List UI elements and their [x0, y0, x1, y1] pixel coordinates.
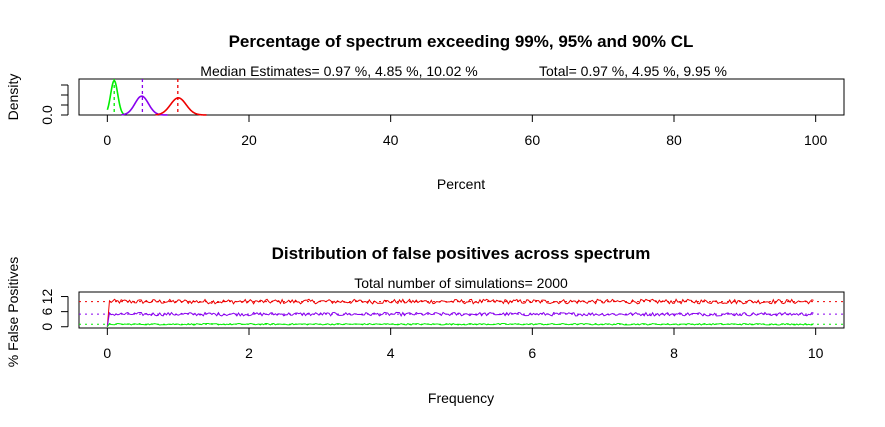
chart1-xtick-label: 20 [241, 132, 257, 148]
chart1-xtick-label: 80 [666, 132, 682, 148]
chart1-xlabel: Percent [437, 176, 485, 192]
chart1-xtick-label: 60 [525, 132, 541, 148]
chart2-ytick-label: 12 [39, 289, 55, 305]
chart1-y-axis: 0.0 [39, 84, 69, 125]
chart1-title: Percentage of spectrum exceeding 99%, 95… [229, 32, 694, 51]
chart2-subtitle: Total number of simulations= 2000 [354, 275, 568, 291]
chart1-density-curve-2 [155, 97, 207, 116]
chart2-xtick-label: 8 [670, 345, 678, 361]
chart1-ylabel: Density [5, 74, 21, 121]
chart1-density-curve-1 [121, 95, 168, 116]
chart2-xtick-label: 10 [808, 345, 824, 361]
chart2-xtick-label: 4 [387, 345, 395, 361]
chart2-y-axis: 0 6 12 [39, 289, 69, 331]
chart2-ylabel: % False Positives [5, 257, 21, 367]
chart2-xtick-label: 6 [528, 345, 536, 361]
panel-density: Percentage of spectrum exceeding 99%, 95… [5, 32, 845, 192]
chart2-fp-series-0 [106, 298, 814, 327]
chart1-density-curve-0 [106, 79, 125, 116]
chart1-xtick-label: 100 [804, 132, 828, 148]
chart2-xlabel: Frequency [428, 390, 494, 406]
chart2-fp-series-2 [106, 322, 814, 328]
chart2-series [79, 298, 844, 328]
chart1-xtick-label: 40 [383, 132, 399, 148]
chart1-plot-box [78, 78, 845, 116]
chart2-plot-box [78, 291, 845, 329]
chart1-series [106, 79, 207, 116]
chart2-xtick-label: 2 [245, 345, 253, 361]
chart2-ytick-label: 0 [39, 323, 55, 331]
chart2-title: Distribution of false positives across s… [272, 244, 651, 263]
chart1-subtitle-median: Median Estimates= 0.97 %, 4.85 %, 10.02 … [200, 63, 477, 79]
chart1-subtitle-total: Total= 0.97 %, 4.95 %, 9.95 % [539, 63, 727, 79]
panel-false-positives: Distribution of false positives across s… [5, 244, 845, 406]
chart2-fp-series-1 [106, 311, 814, 327]
chart2-xtick-label: 0 [103, 345, 111, 361]
chart1-x-axis: 0 20 40 60 80 100 [103, 115, 828, 148]
chart1-ytick-label: 0.0 [39, 105, 55, 125]
chart2-ytick-label: 6 [39, 308, 55, 316]
chart2-x-axis: 0 2 4 6 8 10 [103, 328, 824, 361]
chart1-xtick-label: 0 [103, 132, 111, 148]
